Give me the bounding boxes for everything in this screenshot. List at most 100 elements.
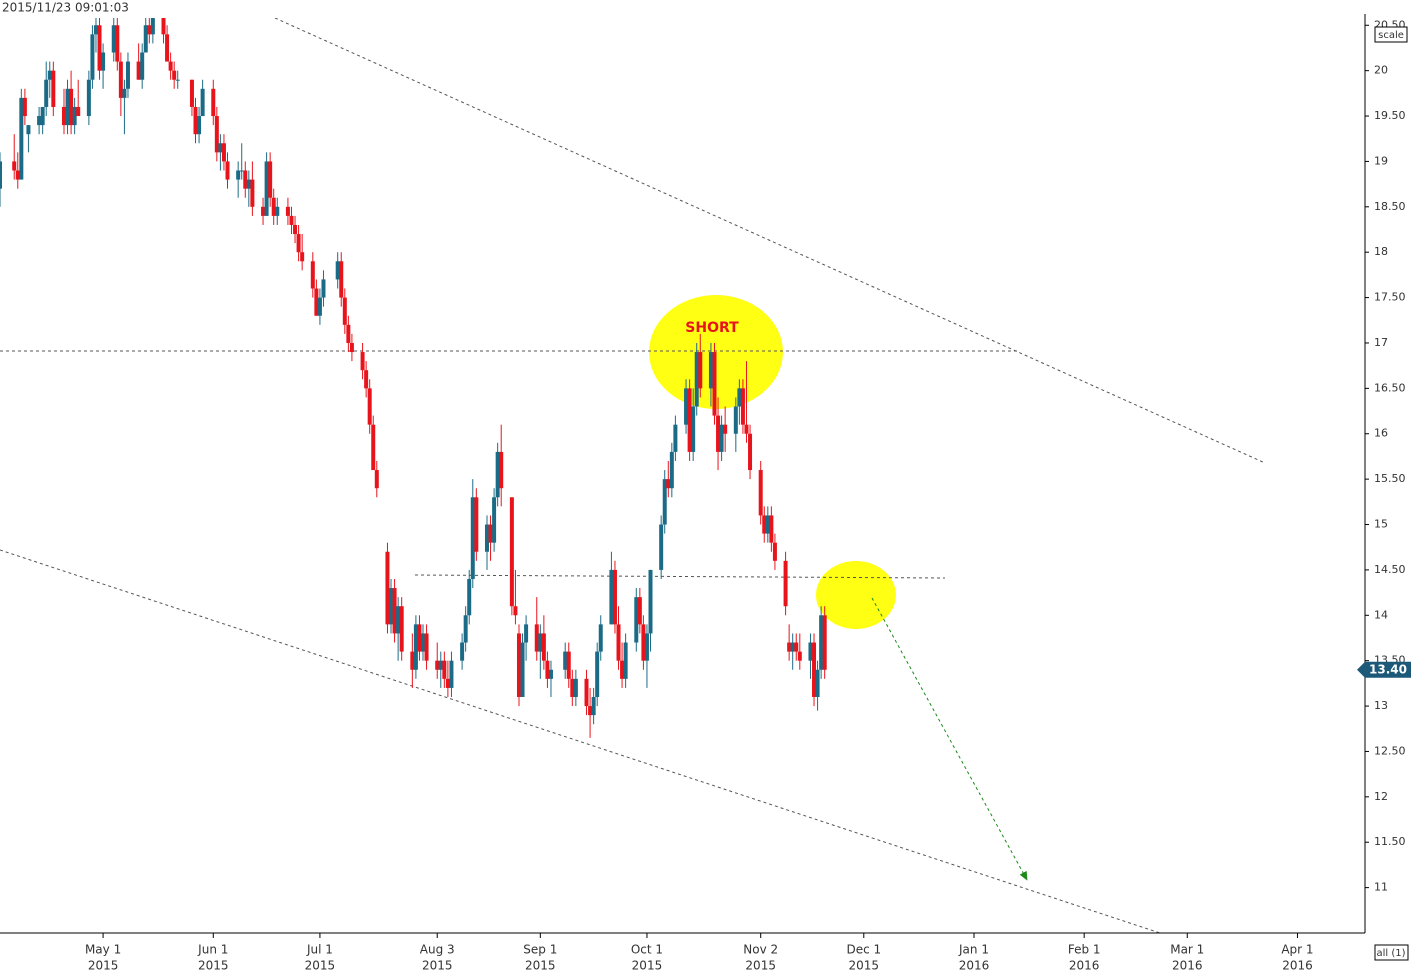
candle-body (488, 524, 493, 543)
candle-body (12, 161, 17, 171)
candle-body (659, 524, 664, 570)
y-tick-label: 19 (1374, 154, 1388, 167)
scale-button-label[interactable]: scale (1378, 30, 1404, 41)
scale-button[interactable] (1374, 26, 1408, 43)
candle-body (794, 642, 799, 652)
candle-body (769, 515, 774, 543)
candle-body (97, 25, 102, 71)
x-tick-label: 2015 (422, 959, 453, 971)
candle-body (342, 297, 347, 325)
candle-body (410, 651, 415, 670)
candle-body (90, 34, 95, 80)
highlight-ellipse (649, 295, 783, 409)
candle-body (289, 215, 294, 225)
candle-body (374, 470, 379, 489)
candle-body (349, 342, 354, 353)
candle-body (111, 25, 116, 53)
candle-body (197, 116, 202, 135)
candle-body (484, 524, 489, 552)
candle-body (40, 106, 45, 126)
x-tick-label: Oct 1 (631, 943, 663, 957)
candle-body (364, 370, 369, 389)
y-tick-label: 17 (1374, 336, 1388, 349)
candle-body (168, 61, 173, 71)
candle-body (712, 352, 717, 416)
candle-body (442, 660, 447, 679)
candle-body (748, 433, 753, 471)
candle-body (143, 25, 148, 53)
candle-body (815, 669, 820, 697)
candle-body (221, 143, 226, 162)
candle-body (47, 70, 52, 80)
candle-body (300, 252, 305, 262)
candle-body (193, 106, 198, 135)
candle-body (424, 633, 429, 661)
candle-body (314, 288, 319, 316)
candle-body (545, 660, 550, 679)
candle-body (666, 479, 671, 489)
x-tick-label: 2015 (745, 959, 776, 971)
all-button-label[interactable]: all (1) (1376, 948, 1405, 959)
candle-body (76, 106, 81, 117)
candle-body (612, 569, 617, 625)
candle-body (396, 606, 401, 634)
candle-body (758, 470, 763, 516)
title-bg (0, 0, 170, 17)
candle-body (371, 424, 376, 471)
candle-body (534, 624, 539, 652)
all-button[interactable] (1374, 944, 1409, 961)
candle-body (317, 297, 322, 316)
candle-body (620, 660, 625, 679)
candle-body (588, 706, 593, 716)
y-tick-label: 15.50 (1374, 472, 1406, 485)
candle-body (669, 451, 674, 489)
candle-body (261, 206, 266, 216)
candle-body (421, 633, 426, 652)
candle-body (538, 633, 543, 652)
trend-line (274, 18, 1266, 464)
candle-body (616, 624, 621, 661)
candle-body (413, 624, 418, 670)
x-tick-label: Sep 1 (523, 943, 557, 957)
y-tick-label: 13 (1374, 699, 1388, 712)
candle-body (360, 352, 365, 371)
x-tick-label: 2015 (305, 959, 336, 971)
candle-body (246, 179, 251, 189)
x-tick-label: Jul 1 (306, 943, 333, 957)
trend-line (0, 549, 1161, 933)
candle-body (136, 61, 141, 80)
candle-body (51, 70, 56, 107)
candle-body (716, 415, 721, 452)
candle-body (790, 642, 795, 652)
candle-body (492, 497, 497, 543)
candle-body (285, 206, 290, 216)
candle-body (687, 388, 692, 452)
y-tick-label: 18 (1374, 245, 1388, 258)
annotation-text: SHORT (685, 320, 739, 336)
candle-body (239, 170, 244, 172)
candle-body (591, 696, 596, 716)
candle-body (516, 633, 521, 697)
candle-body (470, 497, 475, 579)
candle-body (694, 352, 699, 407)
candle-body (218, 143, 223, 153)
candle-body (719, 424, 724, 452)
x-tick-label: Feb 1 (1068, 943, 1101, 957)
y-tick-label: 11.50 (1374, 835, 1406, 848)
candle-body (509, 497, 514, 607)
x-tick-label: 2015 (849, 959, 880, 971)
candle-body (548, 669, 553, 679)
candle-body (19, 97, 24, 180)
y-tick-label: 15 (1374, 518, 1388, 531)
candle-body (474, 497, 479, 552)
candle-body (740, 388, 745, 425)
x-tick-label: Nov 2 (743, 943, 778, 957)
last-price-tag (1357, 661, 1411, 678)
candle-body (161, 18, 166, 35)
candle-body (236, 170, 241, 180)
candle-body (662, 479, 667, 525)
candle-body (765, 515, 770, 534)
candle-body (641, 624, 646, 661)
candle-body (367, 388, 372, 425)
